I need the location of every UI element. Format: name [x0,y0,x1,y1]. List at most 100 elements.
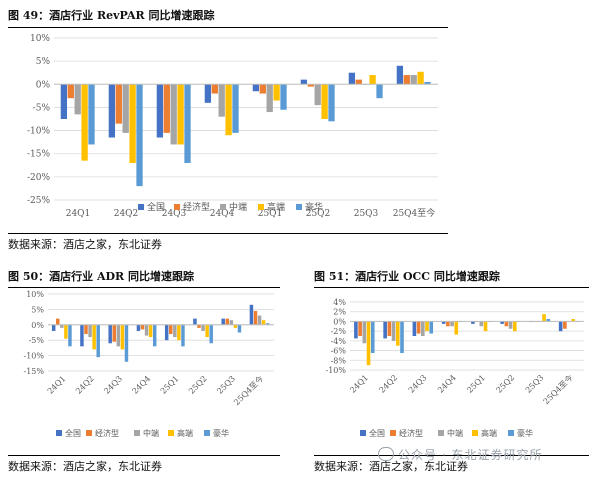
bar-全国 [471,321,475,324]
legend-label: 经济型 [183,201,210,213]
legend-label: 中端 [229,201,247,213]
figure-50-bottom-rule [8,455,280,456]
bar-经济型 [225,318,229,325]
legend-label: 经济型 [399,428,423,438]
bar-高端 [542,314,546,322]
bar-中端 [257,315,262,325]
bar-全国 [441,321,446,324]
y-tick-label: 10% [26,290,44,299]
bar-全国 [80,324,84,347]
bar-全国 [108,324,112,344]
bar-高端 [205,324,209,338]
bar-经济型 [358,321,362,336]
legend-label: 豪华 [305,201,323,213]
figure-49-bottom-rule [8,233,448,234]
bar-豪华 [429,321,434,334]
bar-经济型 [253,310,258,325]
bar-经济型 [355,79,362,85]
bar-经济型 [446,321,450,327]
bar-全国 [221,318,225,325]
bar-中端 [88,324,92,338]
x-tick-label: 24Q3 [407,373,429,395]
y-tick-label: -4% [331,337,347,346]
legend-swatch-高端 [258,204,264,210]
x-tick-label: 25Q2 [494,373,516,395]
bar-全国 [412,321,417,336]
bar-经济型 [163,84,170,133]
legend-swatch-全国 [138,204,144,210]
legend-label: 经济型 [95,428,119,438]
legend-label: 高端 [177,428,193,438]
x-tick-label: 25Q4至今 [231,373,265,407]
x-tick-label: 24Q2 [74,374,96,396]
bar-高端 [177,84,184,145]
bar-中端 [450,321,454,327]
y-tick-label: 0% [36,80,51,90]
bar-全国 [164,324,169,341]
legend-label: 全国 [65,428,81,438]
revpar-chart: 10% 5% 0% -5% -10% -15% -20% -25% 24Q1 24Q2 24Q3 24… [27,34,438,219]
bar-经济型 [563,321,567,329]
bar-经济型 [115,84,122,124]
x-tick-label: 25Q2 [187,374,209,396]
x-tick-label: 24Q4 [436,373,458,395]
bar-豪华 [400,321,404,353]
bar-中端 [74,84,81,115]
bar-全国 [193,318,197,325]
y-tick-label: 0% [31,321,44,330]
bar-豪华 [96,324,100,358]
y-tick-label: 0% [333,317,346,326]
bar-全国 [51,324,56,331]
bar-豪华 [209,324,213,344]
bar-豪华 [424,81,431,85]
bar-经济型 [211,84,218,94]
bar-高端 [120,324,125,350]
x-tick-label: 25Q1 [159,374,181,396]
x-tick-label: 25Q3 [524,373,546,395]
y-tick-label: -10% [326,366,347,375]
bar-全国 [60,84,68,119]
bar-高端 [273,84,280,101]
bar-中端 [201,324,205,331]
bar-中端 [508,321,513,329]
legend-swatch-全国 [360,430,366,436]
figure-50-top-rule [8,287,280,288]
y-tick-label: 5% [31,305,44,314]
bar-全国 [156,84,164,138]
bar-豪华 [232,84,239,133]
y-tick-label: 10% [30,34,50,44]
x-tick-label: 24Q1 [66,209,91,219]
x-tick-label: 24Q3 [162,209,187,219]
y-tick-label: -10% [24,352,45,361]
figure-49-title: 图 49：酒店行业 RevPAR 同比增速跟踪 [8,9,215,22]
bar-全国 [396,65,404,85]
occ-chart: 4%2%0%-2%-4%-6%-8%-10%24Q1 24Q2 24Q3 24Q4 25… [326,298,584,438]
x-tick-label: 24Q1 [46,374,68,396]
bar-全国 [204,84,212,103]
x-tick-label: 24Q4 [130,374,152,396]
x-tick-label: 24Q2 [377,373,399,395]
bar-中端 [122,84,129,133]
bar-豪华 [328,84,335,122]
bar-高端 [92,324,96,350]
bar-全国 [136,324,141,331]
legend-label: 中端 [447,428,463,438]
bar-高端 [81,84,88,161]
figure-51-bottom-rule [314,455,589,456]
watermark: 公众号 · 东北证券研究所 [378,446,542,463]
legend-swatch-豪华 [296,204,302,210]
bar-高端 [395,321,400,346]
bar-豪华 [280,84,287,110]
figure-50-title: 图 50：酒店行业 ADR 同比增速跟踪 [8,270,195,283]
bar-全国 [252,84,260,92]
y-tick-label: -20% [27,173,50,183]
bar-豪华 [265,323,270,325]
bar-高端 [483,321,488,332]
bar-经济型 [387,321,392,336]
legend-label: 高端 [267,201,285,213]
legend-swatch-全国 [56,430,62,436]
bar-高端 [425,321,429,332]
bar-中端 [144,324,149,336]
bar-中端 [410,75,417,85]
legend-swatch-豪华 [508,430,514,436]
